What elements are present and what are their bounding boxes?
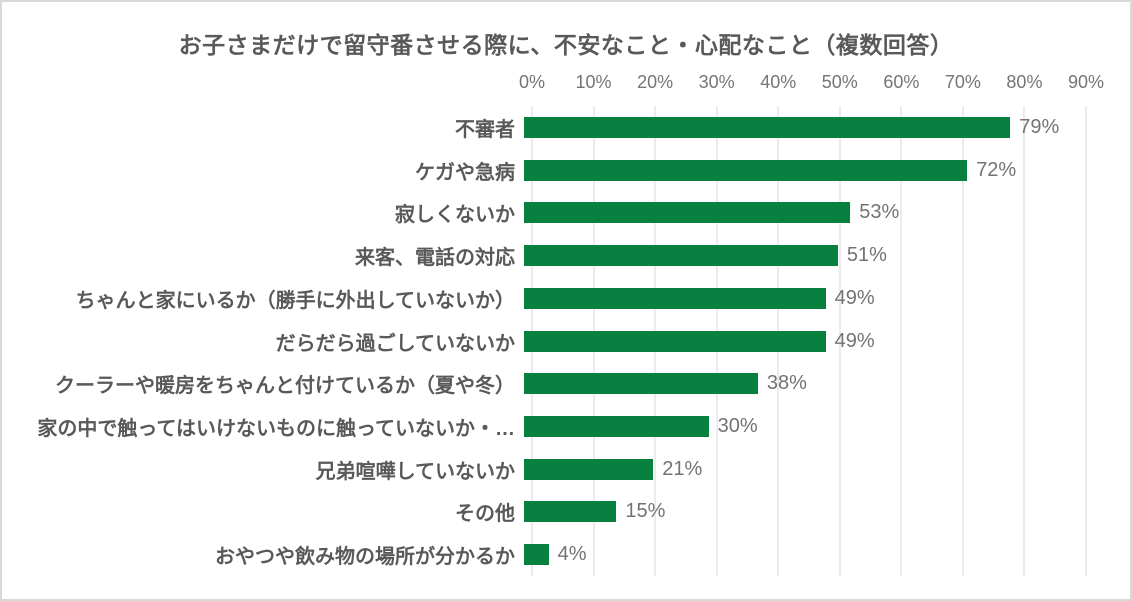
category-label: だらだら過ごしていないか	[275, 332, 515, 355]
x-axis-tick: 90%	[1067, 72, 1105, 92]
bar-track: 49%	[524, 277, 1078, 320]
gridline	[839, 106, 841, 576]
bar-track: 15%	[524, 491, 1078, 534]
value-label: 38%	[766, 372, 807, 395]
bar-track: 72%	[524, 149, 1078, 192]
bar-track: 79%	[524, 106, 1078, 149]
x-axis-tick: 40%	[760, 72, 797, 92]
x-axis-tick: 0%	[518, 72, 546, 92]
bar	[524, 544, 549, 566]
value-label: 15%	[625, 500, 666, 523]
value-label: 21%	[662, 457, 703, 480]
bar	[524, 287, 826, 309]
bar-row: 来客、電話の対応 51%	[2, 234, 1130, 277]
value-label: 51%	[846, 244, 887, 267]
bar	[524, 159, 968, 181]
x-axis-tick: 20%	[637, 72, 674, 92]
bar-row: だらだら過ごしていないか 49%	[2, 320, 1130, 363]
bar-track: 4%	[524, 533, 1078, 576]
value-label: 4%	[557, 543, 587, 566]
x-axis-tick: 50%	[821, 72, 858, 92]
bar-track: 53%	[524, 191, 1078, 234]
category-label: 来客、電話の対応	[355, 247, 515, 270]
gridline	[1023, 106, 1025, 576]
bar-row: クーラーや暖房をちゃんと付けているか（夏や冬） 38%	[2, 362, 1130, 405]
value-label: 72%	[976, 158, 1017, 181]
value-label: 30%	[717, 415, 758, 437]
bar-row: 兄弟喧嘩していないか 21%	[2, 448, 1130, 491]
category-label: その他	[455, 503, 515, 526]
bar-rows: 不審者 79% ケガや急病 72% 寂しくないか 53% 来客、電話の対応 51% ちゃんと家に…	[2, 106, 1130, 576]
category-label: 家の中で触ってはいけないものに触っていないか・…	[37, 418, 515, 440]
x-axis-tick: 30%	[698, 72, 735, 92]
bar-row: 不審者 79%	[2, 106, 1130, 149]
gridline	[962, 106, 964, 576]
category-label: 不審者	[455, 118, 515, 141]
x-axis-tick: 60%	[883, 72, 920, 92]
bar	[524, 416, 709, 437]
bar-row: おやつや飲み物の場所が分かるか 4%	[2, 533, 1130, 576]
bar-track: 51%	[524, 234, 1078, 277]
bar	[524, 458, 654, 480]
category-label: 兄弟喧嘩していないか	[315, 460, 515, 483]
bar-row: 寂しくないか 53%	[2, 191, 1130, 234]
bar	[524, 202, 851, 224]
chart-title: お子さまだけで留守番させる際に、不安なこと・心配なこと（複数回答）	[178, 32, 954, 58]
gridline	[900, 106, 902, 576]
bar	[524, 245, 838, 267]
bar-row: 家の中で触ってはいけないものに触っていないか・… 30%	[2, 405, 1130, 448]
value-label: 79%	[1019, 115, 1060, 138]
bar	[524, 373, 758, 395]
gridline	[1085, 106, 1087, 576]
bar	[524, 116, 1011, 138]
bar-track: 38%	[524, 362, 1078, 405]
category-label: ちゃんと家にいるか（勝手に外出していないか）	[75, 289, 515, 312]
category-label: クーラーや暖房をちゃんと付けているか（夏や冬）	[55, 375, 515, 398]
category-label: 寂しくないか	[395, 204, 515, 227]
x-axis-tick: 80%	[1006, 72, 1043, 92]
x-axis-tick: 10%	[575, 72, 612, 92]
x-axis-tick: 70%	[944, 72, 981, 92]
bar-track: 49%	[524, 320, 1078, 363]
bar-track: 30%	[524, 405, 1078, 448]
category-label: ケガや急病	[415, 161, 515, 184]
bar	[524, 330, 826, 352]
value-label: 49%	[834, 286, 875, 309]
bar	[524, 501, 617, 523]
category-label: おやつや飲み物の場所が分かるか	[215, 546, 515, 569]
bar-row: ちゃんと家にいるか（勝手に外出していないか） 49%	[2, 277, 1130, 320]
bar-track: 21%	[524, 448, 1078, 491]
value-label: 49%	[834, 329, 875, 352]
bar-row: ケガや急病 72%	[2, 149, 1130, 192]
x-axis: 0% 10% 20% 30% 40% 50% 60% 70% 80% 90%	[519, 72, 1104, 98]
bar-row: その他 15%	[2, 491, 1130, 534]
value-label: 53%	[859, 201, 900, 224]
